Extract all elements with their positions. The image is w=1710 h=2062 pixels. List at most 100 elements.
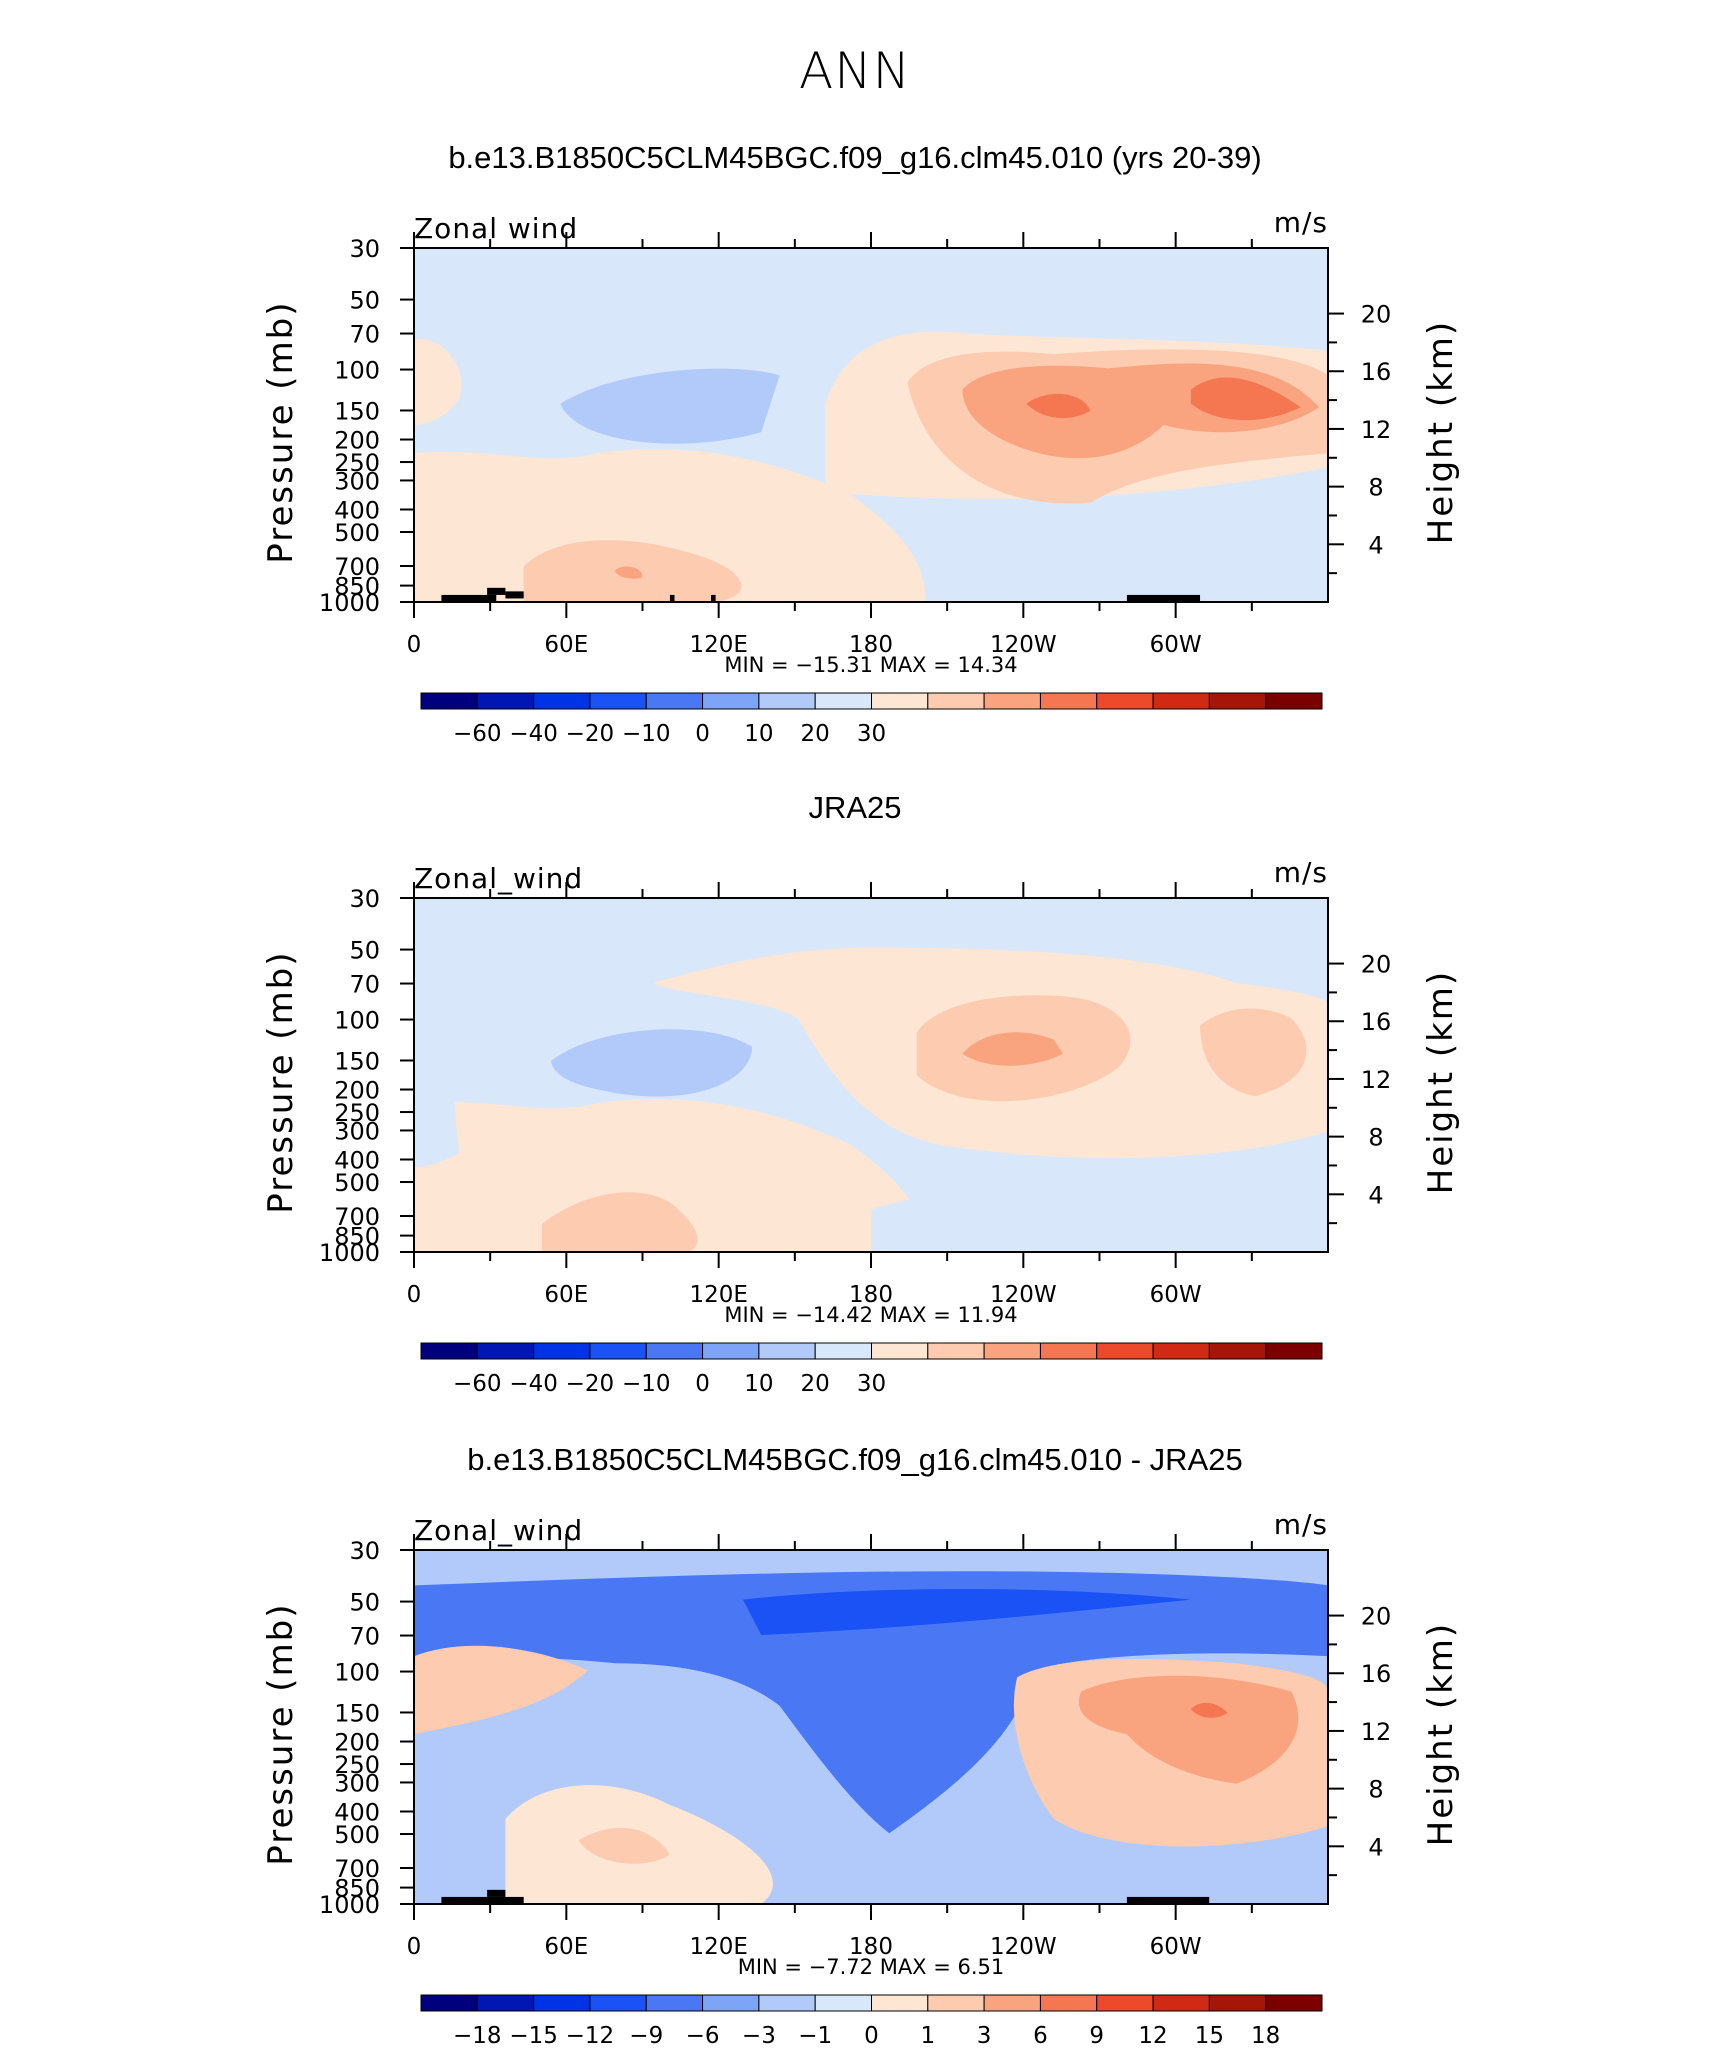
colorbar-label: 15 — [1195, 2023, 1224, 2049]
colorbar-label: 1 — [920, 2023, 935, 2049]
contour-region — [1200, 1008, 1307, 1097]
y-tick-label: 150 — [334, 1699, 380, 1727]
right-tick-label: 20 — [1361, 1603, 1392, 1631]
y-tick-label: 50 — [349, 1589, 380, 1617]
colorbar-label: 10 — [744, 1371, 773, 1397]
colorbar-label: 6 — [1033, 2023, 1048, 2049]
panel-diff: b.e13.B1850C5CLM45BGC.f09_g16.clm45.010 … — [0, 1442, 1710, 2062]
colorbar-box — [420, 1342, 478, 1360]
panel-title: JRA25 — [808, 790, 902, 825]
x-tick-label: 60W — [1150, 1934, 1202, 1960]
y-tick-label: 50 — [349, 937, 380, 965]
y-tick-label: 100 — [334, 1007, 380, 1035]
colorbar-box — [589, 1342, 647, 1360]
x-tick-label: 120E — [689, 1282, 747, 1308]
y-tick-label: 1000 — [319, 589, 380, 617]
right-tick-label: 16 — [1361, 358, 1392, 386]
right-tick-label: 16 — [1361, 1660, 1392, 1688]
min-max-label: MIN = −15.31 MAX = 14.34 — [724, 653, 1017, 677]
colorbar-label: −1 — [798, 2023, 832, 2049]
colorbar-box — [533, 1342, 591, 1360]
colorbar-label: −20 — [566, 1371, 615, 1397]
right-tick-label: 20 — [1361, 951, 1392, 979]
x-tick-label: 60W — [1150, 632, 1202, 658]
topography-mask — [711, 594, 716, 602]
y-tick-label: 850 — [334, 1875, 380, 1903]
x-tick-label: 60W — [1150, 1282, 1202, 1308]
colorbar-label: 30 — [857, 721, 886, 747]
y-tick-label: 300 — [334, 1117, 380, 1145]
colorbar-box — [420, 692, 478, 710]
topography-mask — [1126, 594, 1201, 602]
colorbar-box — [589, 692, 647, 710]
contour-region — [414, 1571, 1328, 1834]
x-tick-label: 0 — [407, 1934, 422, 1960]
contour-region — [560, 368, 780, 444]
y-tick-label: 700 — [334, 1855, 380, 1883]
panel-title: b.e13.B1850C5CLM45BGC.f09_g16.clm45.010 … — [467, 1442, 1243, 1477]
right-axis-title: Height (km) — [1421, 970, 1461, 1195]
y-tick-label: 150 — [334, 397, 380, 425]
colorbar-box — [1208, 692, 1267, 710]
colorbar-box — [476, 1994, 535, 2012]
variable-label: Zonal_wind — [414, 1514, 583, 1547]
panel-plot: Zonal_wind m/s0 60E 120E 180 120W 60W305070100… — [261, 1508, 1461, 2049]
right-axis-title: Height (km) — [1421, 320, 1461, 545]
right-tick-label: 4 — [1368, 1833, 1383, 1861]
right-tick-label: 4 — [1368, 531, 1383, 559]
y-tick-label: 70 — [349, 321, 380, 349]
contour-region — [414, 1011, 460, 1167]
y-tick-label: 100 — [334, 1659, 380, 1687]
y-tick-label: 30 — [349, 885, 380, 913]
right-tick-label: 8 — [1368, 1776, 1383, 1804]
y-tick-label: 70 — [349, 1623, 380, 1651]
colorbar-box — [589, 1994, 647, 2012]
y-tick-label: 700 — [334, 553, 380, 581]
colorbar-box — [871, 1994, 929, 2012]
colorbar-box — [871, 692, 929, 710]
colorbar-box — [1096, 692, 1154, 710]
y-tick-label: 30 — [349, 1537, 380, 1565]
colorbar-box — [758, 692, 816, 710]
y-tick-label: 500 — [334, 1169, 380, 1197]
contour-region — [578, 1827, 670, 1864]
min-max-label: MIN = −7.72 MAX = 6.51 — [738, 1955, 1005, 1979]
colorbar-box — [1152, 692, 1210, 710]
colorbar-label: 9 — [1089, 2023, 1104, 2049]
contour-region — [414, 1645, 588, 1735]
topography-mask — [1126, 1896, 1210, 1904]
colorbar-box — [927, 692, 985, 710]
y-tick-label: 1000 — [319, 1891, 380, 1919]
contour-region — [1190, 1702, 1228, 1718]
colorbar-box — [1265, 1342, 1323, 1360]
page-title: ANN — [798, 42, 911, 100]
panel-plot: Zonal_wind m/s0 60E 120E 180 120W 60W305070100… — [261, 856, 1461, 1397]
units-label: m/s — [1274, 856, 1328, 889]
colorbar-box — [927, 1994, 985, 2012]
variable-label: Zonal wind — [414, 212, 578, 245]
topography-mask — [669, 594, 675, 602]
colorbar-label: −20 — [566, 721, 615, 747]
y-tick-label: 850 — [334, 1223, 380, 1251]
y-tick-label: 400 — [334, 496, 380, 524]
colorbar-box — [758, 1342, 816, 1360]
colorbar-box — [645, 1994, 704, 2012]
y-tick-label: 250 — [334, 449, 380, 477]
colorbar-label: −9 — [629, 2023, 663, 2049]
colorbar-box — [476, 1342, 535, 1360]
colorbar-box — [1152, 1342, 1210, 1360]
variable-label: Zonal_wind — [414, 862, 583, 895]
colorbar-label: 0 — [695, 1371, 710, 1397]
contour-region — [615, 566, 643, 579]
x-tick-label: 0 — [407, 632, 422, 658]
contour-region — [743, 1588, 1191, 1635]
panel-title: b.e13.B1850C5CLM45BGC.f09_g16.clm45.010 … — [448, 140, 1262, 175]
x-tick-label: 120W — [990, 1934, 1057, 1960]
y-tick-label: 200 — [334, 427, 380, 455]
colorbar-label: −40 — [509, 1371, 558, 1397]
y-axis-title: Pressure (mb) — [261, 300, 301, 563]
colorbar-box — [1208, 1994, 1267, 2012]
colorbar-box — [1039, 692, 1098, 710]
colorbar-label: 0 — [695, 721, 710, 747]
y-tick-label: 50 — [349, 287, 380, 315]
